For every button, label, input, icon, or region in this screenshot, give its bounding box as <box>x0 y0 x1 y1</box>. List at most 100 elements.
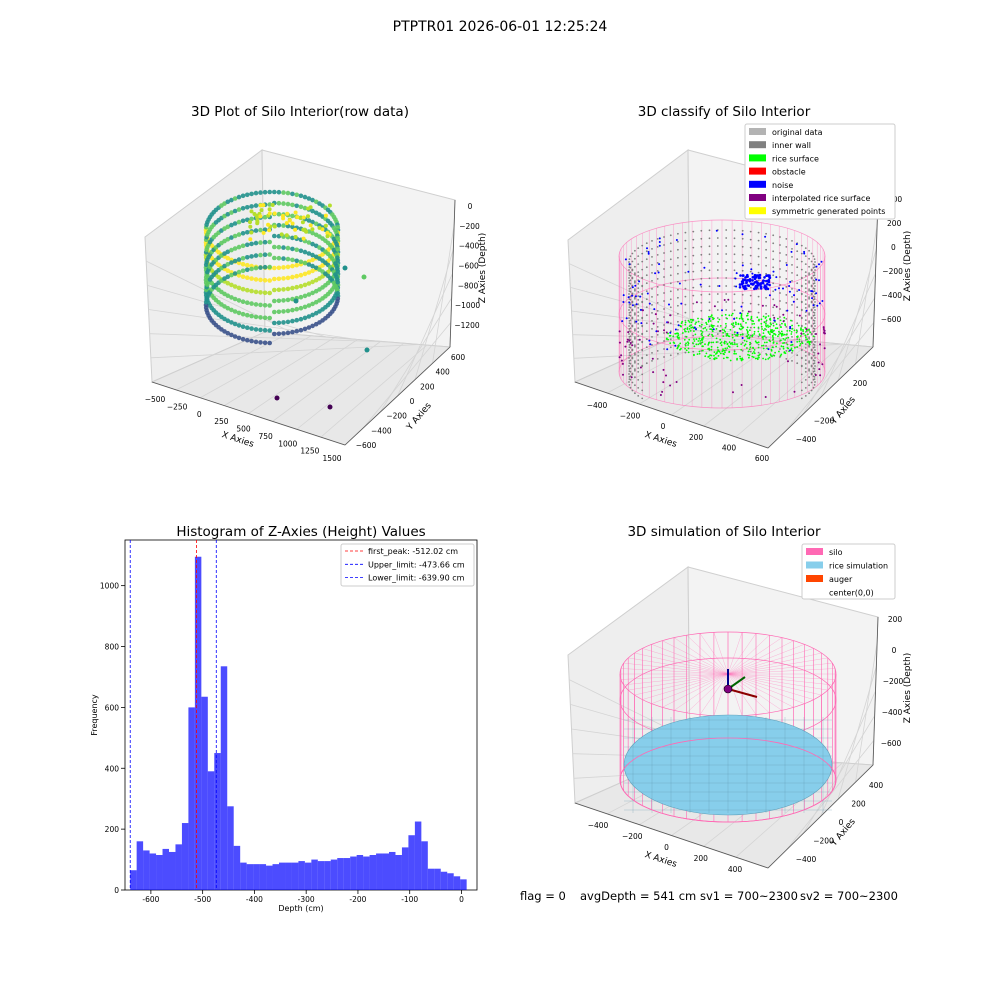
classify-inner-wall-point <box>628 293 630 295</box>
classify-rice-surface-point <box>739 357 742 360</box>
classify-rice-surface-point <box>749 329 751 332</box>
classify-inner-wall-point <box>741 261 744 264</box>
raw-point <box>276 320 282 326</box>
classify-inner-wall-point <box>645 322 648 325</box>
classify-inner-wall-point <box>700 285 703 288</box>
raw-x-tick: −250 <box>167 402 188 411</box>
legend-swatch <box>749 154 766 162</box>
classify-inner-wall-point <box>813 346 816 348</box>
classify-rice-surface-point <box>769 322 772 324</box>
classify-interpolated-point <box>819 343 821 346</box>
center-marker <box>723 684 733 694</box>
classify-interpolated-point <box>654 313 657 316</box>
classify-rice-surface-point <box>717 355 720 357</box>
raw-point <box>302 271 308 277</box>
classify-inner-wall-point <box>800 348 803 351</box>
classify-inner-wall-point <box>641 268 644 271</box>
classify-inner-wall-point <box>637 347 640 349</box>
silo-spoke <box>634 652 729 675</box>
classify-inner-wall-point <box>716 285 719 287</box>
classify-inner-wall-point <box>645 298 648 301</box>
classify-inner-wall-point <box>725 261 728 263</box>
classify-inner-wall-point <box>765 312 767 315</box>
classify-rice-surface-point <box>780 345 783 348</box>
raw-point <box>262 252 268 257</box>
raw-point <box>262 303 268 308</box>
classify-noise-point <box>789 325 792 328</box>
classify-inner-wall-point <box>813 354 816 356</box>
classify-inner-wall-point <box>628 349 630 351</box>
classify-inner-wall-point <box>692 294 695 297</box>
classify-rice-surface-point <box>732 326 735 328</box>
classify-inner-wall-point <box>641 284 644 287</box>
classify-inner-wall-point <box>757 311 760 314</box>
classify-rice-surface-point <box>694 323 697 325</box>
classify-inner-wall-point <box>677 280 679 283</box>
raw-point <box>258 214 263 219</box>
classify-inner-wall-point <box>812 287 815 290</box>
classify-interpolated-point <box>787 360 789 363</box>
classify-inner-wall-point <box>810 308 813 311</box>
raw-point <box>290 246 295 252</box>
classify-rice-surface-point <box>734 343 736 345</box>
classify-inner-wall-point <box>637 343 640 345</box>
classify-noise-point <box>695 328 697 331</box>
classify-rice-surface-point <box>709 357 711 360</box>
raw-point <box>236 244 242 250</box>
classify-rice-surface-point <box>751 319 753 322</box>
classify-interpolated-point <box>618 356 621 359</box>
classify-rice-surface-point <box>693 338 695 340</box>
classify-rice-surface-point <box>721 350 724 353</box>
classify-noise-point <box>624 258 627 261</box>
classify-interpolated-point <box>669 384 672 387</box>
raw-point <box>249 313 254 319</box>
classify-noise-point <box>742 274 745 277</box>
histogram-bar <box>330 859 338 890</box>
classify-inner-wall-point <box>812 255 815 258</box>
raw-point <box>248 237 253 242</box>
classify-rice-surface-point <box>735 317 738 319</box>
raw-y-tick: 0 <box>410 397 415 406</box>
silo-spoke <box>673 637 729 675</box>
raw-point <box>285 319 291 325</box>
classify-inner-wall-point <box>804 347 807 349</box>
histogram-x-tick-label: -100 <box>401 895 418 904</box>
classify-noise-point <box>815 292 818 295</box>
classify-inner-wall-point <box>628 317 630 319</box>
raw-point <box>253 228 259 233</box>
classify-rice-surface-point <box>678 344 680 347</box>
classify-rice-surface-point <box>780 330 783 333</box>
raw-point <box>240 336 246 342</box>
raw-point <box>236 285 242 291</box>
classify-inner-wall-point <box>785 294 788 296</box>
raw-point <box>258 227 263 233</box>
classify-rice-surface-point <box>707 320 710 323</box>
classify-rice-surface-point <box>709 320 712 322</box>
classify-rice-surface-point <box>786 347 789 349</box>
classify-rice-surface-point <box>763 341 766 344</box>
raw-point <box>240 193 246 199</box>
classify-rice-surface-point <box>685 335 688 338</box>
classify-inner-wall-point <box>629 287 632 290</box>
classify-inner-wall-point <box>700 309 703 312</box>
legend-swatch <box>806 561 823 569</box>
figure-suptitle: PTPTR01 2026-06-01 12:25:24 <box>393 19 608 35</box>
silo-spoke <box>628 657 729 675</box>
classify-inner-wall-point <box>791 248 793 250</box>
classify-inner-wall-point <box>804 387 807 389</box>
classify-inner-wall-point <box>634 281 636 284</box>
classify-inner-wall-point <box>785 302 788 304</box>
classify-rice-surface-point <box>735 321 737 324</box>
raw-point <box>262 227 268 232</box>
classify-inner-wall-point <box>749 270 752 273</box>
raw-point <box>245 337 250 343</box>
classify-inner-wall-point <box>700 293 703 296</box>
classify-inner-wall-point <box>634 305 636 308</box>
classify-interpolated-point <box>817 361 820 364</box>
classify-rice-surface-point <box>724 347 727 350</box>
histogram-y-tick-label: 400 <box>105 764 120 773</box>
legend-swatch <box>749 180 766 188</box>
classify-interpolated-point <box>675 381 678 383</box>
classify-inner-wall-point <box>663 276 665 278</box>
classify-inner-wall-point <box>757 335 760 338</box>
